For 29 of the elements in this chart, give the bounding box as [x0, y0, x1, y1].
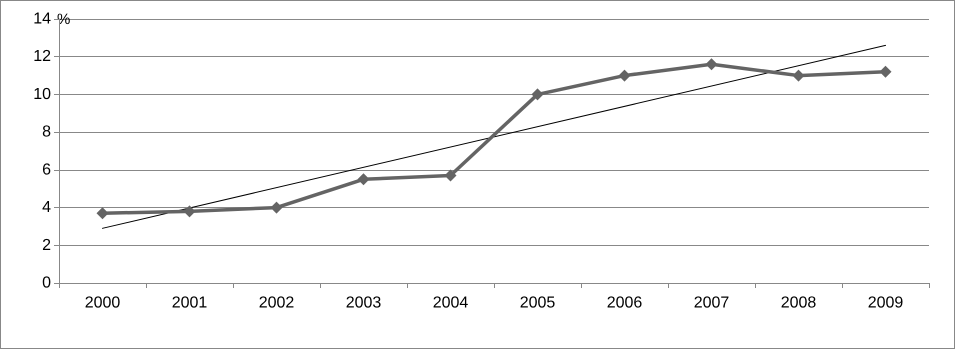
point — [270, 202, 282, 214]
x-tick-label: 2000 — [84, 294, 120, 312]
x-tick-label: 2007 — [694, 294, 730, 312]
point — [618, 70, 630, 82]
point — [96, 207, 108, 220]
y-tick-label: 0 — [42, 274, 52, 292]
y-tick-label: 4 — [42, 199, 52, 216]
y-tick-label: 6 — [42, 161, 52, 178]
x-tick-label: 2006 — [606, 294, 642, 312]
x-tick-label: 2003 — [346, 294, 382, 312]
x-tick-label: 2001 — [172, 294, 208, 312]
point — [792, 70, 804, 82]
y-tick-label: 12 — [33, 48, 52, 66]
point — [706, 58, 718, 70]
y-tick-label: 2 — [42, 236, 52, 254]
y-tick-label: 8 — [42, 124, 52, 141]
x-tick-label: 2004 — [432, 294, 468, 312]
point — [880, 66, 892, 78]
y-axis-title: % — [57, 11, 70, 28]
point — [184, 205, 196, 218]
x-tick-label: 2005 — [520, 294, 556, 312]
point — [358, 173, 370, 186]
point — [444, 170, 456, 182]
y-tick-label: 10 — [33, 86, 52, 103]
point — [532, 88, 544, 100]
x-tick-label: 2002 — [258, 294, 294, 312]
y-tick-label: 14 — [33, 10, 52, 28]
x-tick-label: 2009 — [868, 294, 904, 312]
x-tick-label: 2008 — [780, 294, 816, 312]
